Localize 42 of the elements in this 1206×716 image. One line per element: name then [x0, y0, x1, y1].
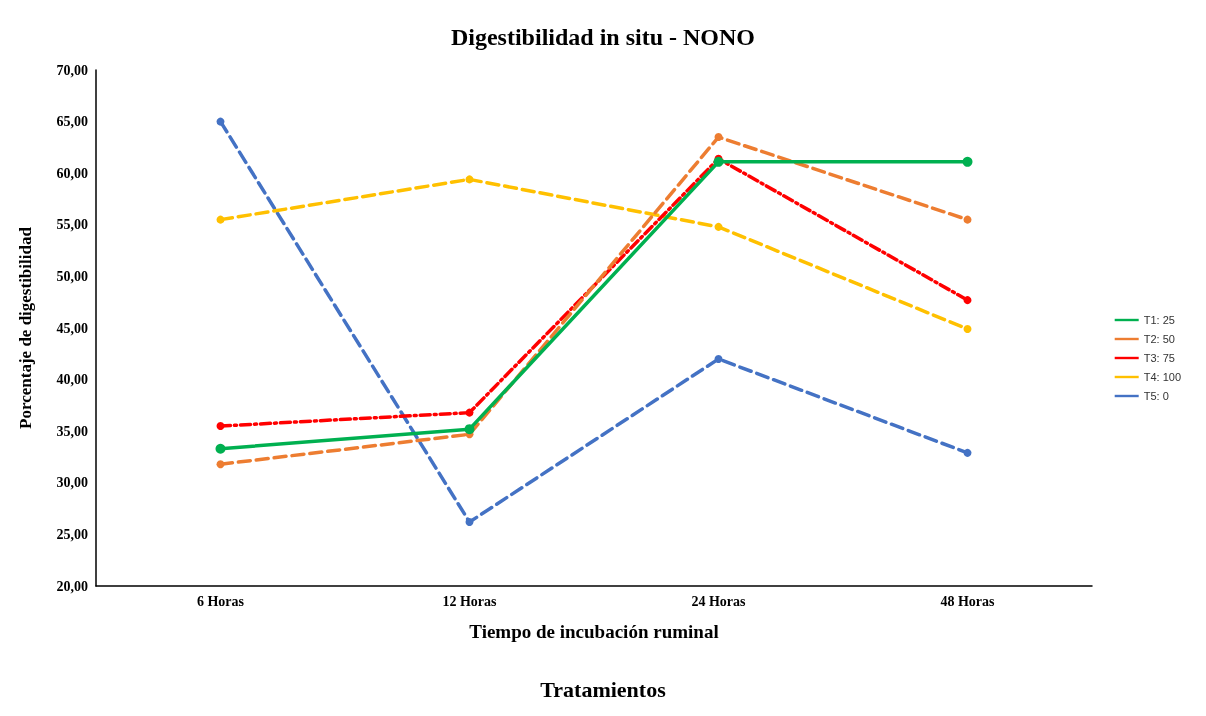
- point: [216, 117, 225, 126]
- y-tick-label: 35,00: [56, 423, 88, 439]
- point: [963, 215, 972, 224]
- x-tick-label: 24 Horas: [691, 593, 747, 609]
- legend-label: T5: 0: [1143, 390, 1169, 402]
- chart-title: Digestibilidad in situ - NONO: [450, 24, 756, 50]
- y-tick-label: 30,00: [56, 475, 88, 491]
- y-axis-title: Porcentaje de digestibilidad: [16, 226, 35, 429]
- x-tick-label: 6 Horas: [196, 593, 245, 609]
- y-tick-label: 45,00: [56, 320, 88, 336]
- legend-label: T3: 75: [1143, 352, 1175, 364]
- point: [216, 460, 225, 469]
- point: [714, 133, 723, 142]
- point: [962, 156, 973, 167]
- point: [963, 296, 972, 305]
- text: Tratamientos: [540, 676, 667, 702]
- point: [215, 443, 226, 454]
- point: [216, 215, 225, 224]
- point: [714, 222, 723, 231]
- point: [465, 518, 474, 527]
- point: [713, 156, 724, 167]
- y-tick-label: 50,00: [56, 268, 88, 284]
- point: [963, 448, 972, 457]
- point: [465, 408, 474, 417]
- y-tick-label: 60,00: [56, 165, 88, 181]
- point: [963, 325, 972, 334]
- y-tick-label: 55,00: [56, 217, 88, 233]
- point: [216, 422, 225, 431]
- point: [464, 424, 475, 435]
- y-tick-label: 25,00: [56, 526, 88, 542]
- legend-label: T2: 50: [1143, 333, 1175, 345]
- x-tick-label: 12 Horas: [442, 593, 498, 609]
- legend-label: T4: 100: [1143, 371, 1182, 383]
- x-tick-label: 48 Horas: [940, 593, 996, 609]
- y-tick-label: 70,00: [56, 62, 88, 78]
- y-tick-label: 40,00: [56, 372, 88, 388]
- point: [714, 354, 723, 363]
- y-tick-label: 65,00: [56, 114, 88, 130]
- legend-label: T1: 25: [1143, 314, 1175, 326]
- y-tick-label: 20,00: [56, 578, 88, 594]
- point: [465, 175, 474, 184]
- x-axis-title: Tiempo de incubación ruminal: [469, 621, 719, 642]
